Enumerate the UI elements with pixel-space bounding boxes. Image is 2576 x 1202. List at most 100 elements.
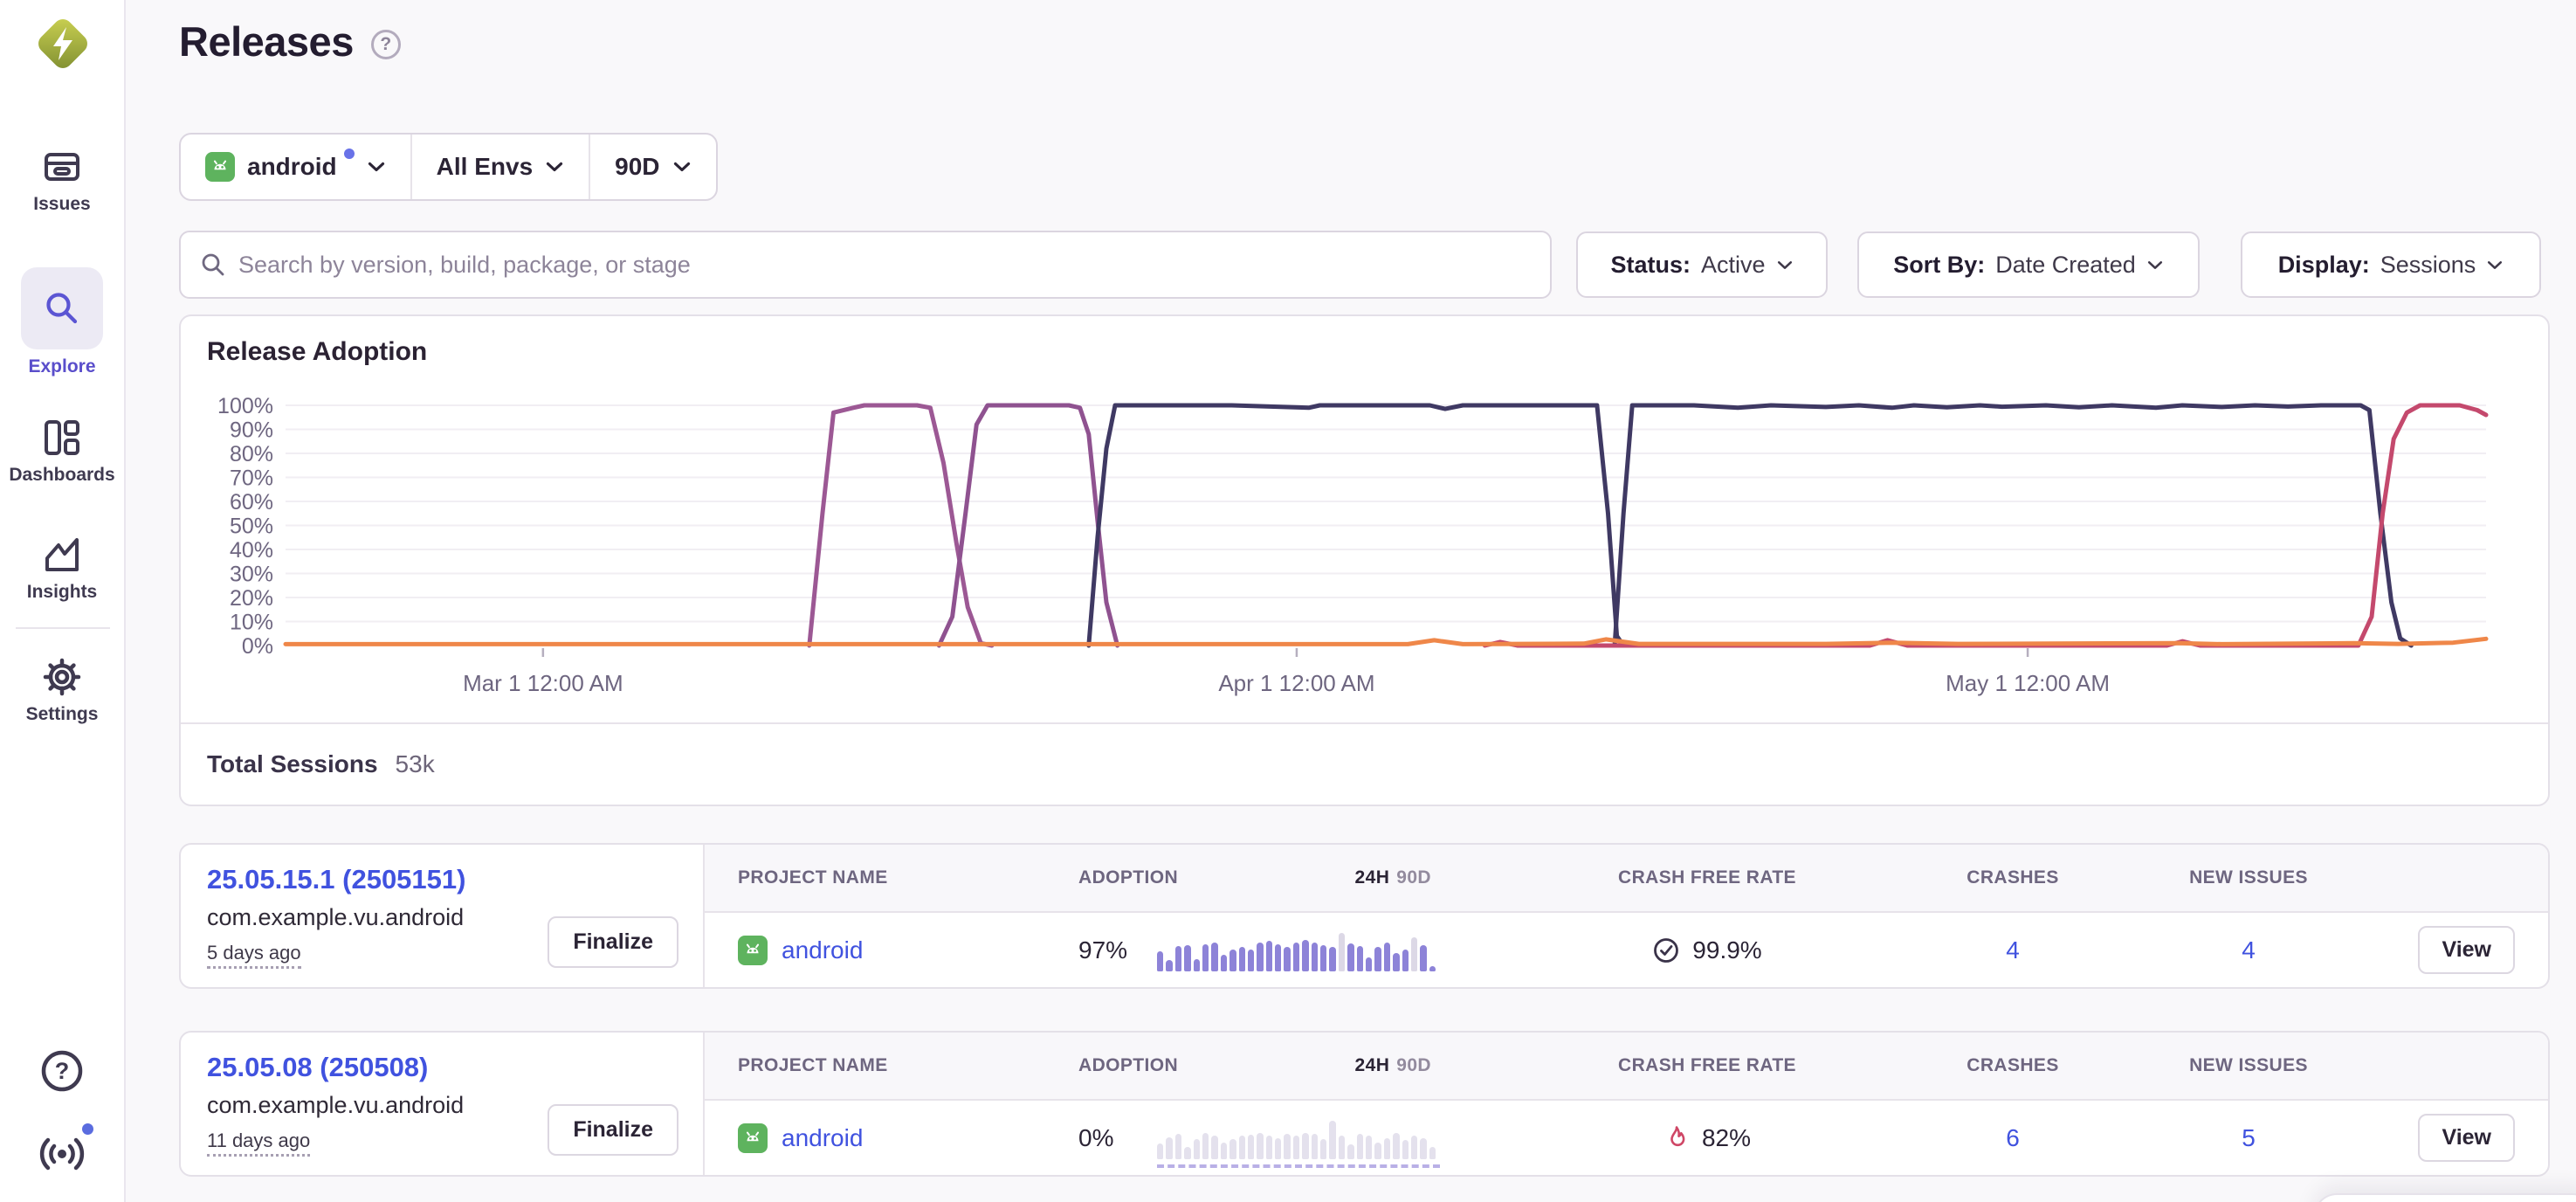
status-dropdown-value: Active <box>1700 251 1766 278</box>
chevron-down-icon <box>2146 259 2164 271</box>
sidebar-item-label: Insights <box>26 582 98 602</box>
view-button[interactable]: View <box>2418 926 2515 974</box>
sidebar-item-settings[interactable]: Settings <box>0 657 124 725</box>
adoption-period-toggle[interactable]: 24H 90D <box>1354 1055 1431 1075</box>
crash-free-rate-value: 82% <box>1701 1123 1752 1151</box>
gear-icon <box>0 657 124 697</box>
dashboards-icon <box>0 418 124 458</box>
android-project-icon <box>205 152 235 182</box>
sidebar-item-label: Dashboards <box>9 465 115 485</box>
column-header-new-issues: NEW ISSUES <box>2189 867 2308 888</box>
app-logo-icon[interactable] <box>31 12 94 75</box>
release-age[interactable]: 11 days ago <box>207 1129 311 1157</box>
svg-text:80%: 80% <box>230 442 273 466</box>
release-version-link[interactable]: 25.05.15.1 (2505151) <box>207 864 466 895</box>
chevron-down-icon <box>2486 259 2504 271</box>
sidebar-item-label: Explore <box>28 356 96 376</box>
display-dropdown-value: Sessions <box>2380 251 2476 278</box>
sidebar-item-label: Issues <box>33 194 91 214</box>
date-range-filter-label: 90D <box>615 153 660 180</box>
sidebar-item-explore[interactable]: Explore <box>0 267 124 377</box>
crashes-count-link[interactable]: 6 <box>2006 1123 2020 1151</box>
release-adoption-panel: Release Adoption 0% 10% 20% 30% 40% 50% 60% 70%… <box>179 314 2550 806</box>
svg-text:Mar 1 12:00 AM: Mar 1 12:00 AM <box>463 670 623 696</box>
release-age[interactable]: 5 days ago <box>207 942 301 969</box>
search-input[interactable] <box>238 251 1531 279</box>
svg-text:70%: 70% <box>230 466 273 491</box>
chevron-down-icon <box>1776 259 1794 271</box>
floating-assistant-widget[interactable] <box>2314 1193 2576 1202</box>
column-header-new-issues: NEW ISSUES <box>2189 1055 2308 1075</box>
sidebar-item-label: Settings <box>25 704 99 724</box>
project-link[interactable]: android <box>782 1123 864 1151</box>
svg-text:100%: 100% <box>217 394 273 418</box>
project-link[interactable]: android <box>782 936 864 964</box>
sort-by-dropdown-label: Sort By: <box>1893 251 1986 278</box>
release-table: PROJECT NAME ADOPTION 24H 90D CRASH FREE … <box>705 845 2548 987</box>
sort-by-dropdown-value: Date Created <box>1995 251 2136 278</box>
broadcast-icon <box>38 1123 93 1174</box>
search-icon <box>200 252 226 278</box>
release-card: 25.05.15.1 (2505151) com.example.vu.andr… <box>179 843 2550 989</box>
column-header-crashes: CRASHES <box>1966 867 2059 888</box>
chevron-down-icon <box>672 161 692 173</box>
finalize-button[interactable]: Finalize <box>548 1104 678 1156</box>
view-button[interactable]: View <box>2418 1114 2515 1162</box>
release-adoption-chart: 0%10%20%30%40%50%60%70%80%90%100% Mar 1 1… <box>217 394 2489 696</box>
release-project-row: android 0% 82% 6 5 View <box>705 1101 2548 1175</box>
whats-new-button[interactable] <box>0 1123 124 1174</box>
environment-filter[interactable]: All Envs <box>410 135 589 199</box>
release-table-header: PROJECT NAME ADOPTION 24H 90D CRASH FREE … <box>705 1033 2548 1101</box>
release-table-header: PROJECT NAME ADOPTION 24H 90D CRASH FREE … <box>705 845 2548 913</box>
chart-title: Release Adoption <box>207 337 428 366</box>
sidebar-item-issues[interactable]: Issues <box>0 147 124 215</box>
svg-text:20%: 20% <box>230 586 273 611</box>
release-search[interactable] <box>179 231 1552 299</box>
finalize-button[interactable]: Finalize <box>548 916 678 968</box>
svg-text:40%: 40% <box>230 538 273 563</box>
sidebar-divider <box>16 627 110 629</box>
svg-text:0%: 0% <box>242 634 273 659</box>
status-dropdown[interactable]: Status: Active <box>1576 231 1828 298</box>
column-header-project-name: PROJECT NAME <box>738 1055 888 1075</box>
sidebar: Issues Explore Dashbo <box>0 0 126 1202</box>
column-header-project-name: PROJECT NAME <box>738 867 888 888</box>
sidebar-item-insights[interactable]: Insights <box>0 535 124 603</box>
display-dropdown-label: Display: <box>2277 251 2370 278</box>
project-filter-label: android <box>247 153 337 180</box>
help-button[interactable]: ? <box>0 1048 124 1094</box>
android-project-icon <box>738 935 768 965</box>
svg-text:10%: 10% <box>230 611 273 635</box>
chevron-down-icon <box>367 161 386 173</box>
release-card: 25.05.08 (250508) com.example.vu.android… <box>179 1031 2550 1177</box>
column-header-adoption: ADOPTION <box>1078 1055 1179 1075</box>
release-table: PROJECT NAME ADOPTION 24H 90D CRASH FREE … <box>705 1033 2548 1175</box>
total-sessions-row: Total Sessions 53k <box>181 722 2548 805</box>
display-dropdown[interactable]: Display: Sessions <box>2241 231 2541 298</box>
new-issues-count-link[interactable]: 4 <box>2242 936 2256 964</box>
column-header-adoption: ADOPTION <box>1078 867 1179 888</box>
search-explore-icon <box>42 288 82 328</box>
adoption-percent: 97% <box>1078 936 1128 964</box>
sidebar-item-dashboards[interactable]: Dashboards <box>0 418 124 486</box>
page-help-icon[interactable]: ? <box>370 29 401 59</box>
date-range-filter[interactable]: 90D <box>589 135 715 199</box>
chevron-down-icon <box>545 161 564 173</box>
project-notification-dot <box>343 149 355 159</box>
issues-icon <box>0 147 124 187</box>
svg-text:Apr 1 12:00 AM: Apr 1 12:00 AM <box>1218 670 1374 696</box>
help-circle-icon: ? <box>39 1048 85 1094</box>
crash-free-rate-value: 99.9% <box>1692 936 1762 964</box>
svg-text:30%: 30% <box>230 563 273 587</box>
project-filter[interactable]: android <box>181 135 410 199</box>
adoption-period-toggle[interactable]: 24H 90D <box>1354 867 1431 888</box>
release-package: com.example.vu.android <box>207 1092 465 1118</box>
android-project-icon <box>738 1123 768 1153</box>
crashes-count-link[interactable]: 4 <box>2006 936 2020 964</box>
sort-by-dropdown[interactable]: Sort By: Date Created <box>1857 231 2200 298</box>
release-package: com.example.vu.android <box>207 904 465 930</box>
new-issues-count-link[interactable]: 5 <box>2242 1123 2256 1151</box>
release-project-row: android 97% 99.9% 4 4 View <box>705 913 2548 987</box>
release-version-link[interactable]: 25.05.08 (250508) <box>207 1052 429 1082</box>
